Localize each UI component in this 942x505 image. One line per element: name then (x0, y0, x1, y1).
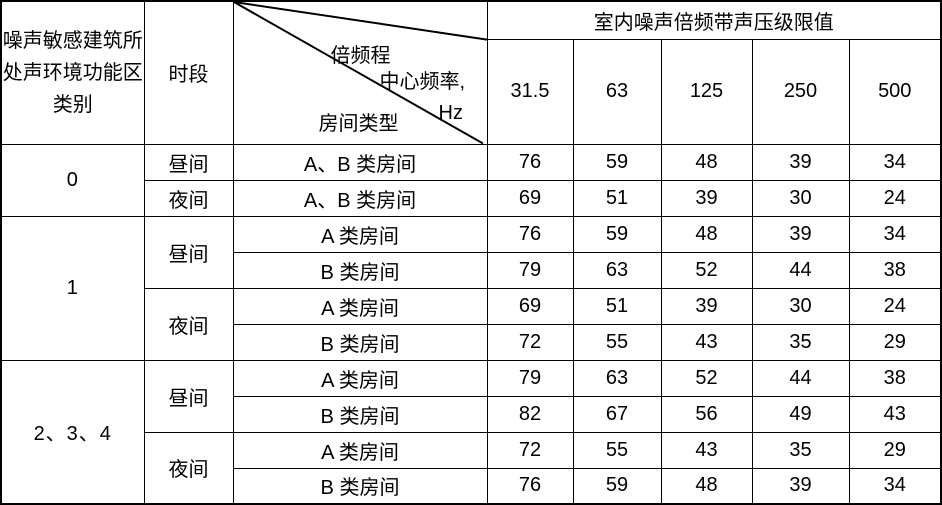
value-cell: 63 (572, 251, 662, 289)
value-cell: 69 (486, 179, 574, 217)
value-cell: 48 (660, 467, 753, 505)
value-cell: 56 (660, 395, 753, 433)
value-cell: 39 (660, 287, 753, 325)
room-cell: A 类房间 (232, 215, 488, 253)
value-cell: 35 (751, 431, 850, 469)
value-cell: 51 (572, 287, 662, 325)
value-cell: 72 (486, 431, 574, 469)
room-cell: A 类房间 (232, 431, 488, 469)
diagonal-axis-label-line2: 中心频率, (379, 71, 466, 93)
header-frequency: 31.5 (486, 38, 574, 145)
header-category: 噪声敏感建筑所处声环境功能区类别 (0, 0, 145, 145)
value-cell: 76 (486, 467, 574, 505)
value-cell: 44 (751, 359, 850, 397)
room-cell: B 类房间 (232, 323, 488, 361)
category-cell: 2、3、4 (0, 359, 145, 505)
header-frequency: 250 (751, 38, 850, 145)
period-cell: 昼间 (143, 143, 234, 181)
value-cell: 79 (486, 251, 574, 289)
category-cell: 1 (0, 215, 145, 361)
value-cell: 48 (660, 143, 753, 181)
value-cell: 34 (848, 215, 942, 253)
value-cell: 59 (572, 467, 662, 505)
diagonal-axis-label-line1: 倍频程 (330, 45, 391, 67)
header-period: 时段 (143, 0, 234, 145)
value-cell: 43 (660, 323, 753, 361)
value-cell: 52 (660, 359, 753, 397)
value-cell: 34 (848, 143, 942, 181)
header-row-2: 31.5 63 125 250 500 (1, 38, 942, 145)
table-row: 夜间 A 类房间 69 51 39 30 24 (1, 287, 942, 361)
header-row-1: 噪声敏感建筑所处声环境功能区类别 时段 倍频程 中心频率, Hz 房间类型 室内… (0, 0, 942, 145)
value-cell: 51 (572, 179, 662, 217)
value-cell: 72 (486, 323, 574, 361)
value-cell: 39 (751, 143, 850, 181)
table-row: 0 昼间 A、B 类房间 76 59 48 39 34 (0, 143, 942, 217)
room-cell: A 类房间 (232, 287, 488, 325)
period-cell: 夜间 (143, 179, 234, 217)
value-cell: 79 (486, 359, 574, 397)
value-cell: 35 (751, 323, 850, 361)
table-row: 2、3、4 昼间 A 类房间 79 63 52 44 38 (0, 359, 942, 505)
diagonal-lines-icon (234, 2, 486, 143)
value-cell: 69 (486, 287, 574, 325)
table-row: B 类房间 79 63 52 44 38 (1, 251, 942, 289)
value-cell: 38 (848, 251, 942, 289)
table-row: B 类房间 82 67 56 49 43 (1, 395, 942, 433)
period-cell: 昼间 (143, 359, 234, 433)
header-band-limits: 室内噪声倍频带声压级限值 (486, 0, 942, 40)
value-cell: 39 (660, 179, 753, 217)
room-cell: A、B 类房间 (232, 179, 488, 217)
period-cell: 夜间 (143, 287, 234, 361)
value-cell: 52 (660, 251, 753, 289)
header-frequency: 500 (848, 38, 942, 145)
room-cell: A、B 类房间 (232, 143, 488, 181)
value-cell: 55 (572, 431, 662, 469)
value-cell: 63 (572, 359, 662, 397)
category-cell: 0 (0, 143, 145, 217)
period-cell: 昼间 (143, 215, 234, 289)
header-frequency: 63 (572, 38, 662, 145)
value-cell: 30 (751, 179, 850, 217)
room-cell: A 类房间 (232, 359, 488, 397)
value-cell: 24 (848, 179, 942, 217)
table-row: 1 昼间 A 类房间 76 59 48 39 34 (0, 215, 942, 361)
value-cell: 39 (751, 215, 850, 253)
room-cell: B 类房间 (232, 251, 488, 289)
value-cell: 59 (572, 143, 662, 181)
value-cell: 30 (751, 287, 850, 325)
value-cell: 43 (660, 431, 753, 469)
value-cell: 39 (751, 467, 850, 505)
value-cell: 38 (848, 359, 942, 397)
value-cell: 44 (751, 251, 850, 289)
value-cell: 29 (848, 323, 942, 361)
period-cell: 夜间 (143, 431, 234, 505)
value-cell: 49 (751, 395, 850, 433)
value-cell: 24 (848, 287, 942, 325)
header-frequency: 125 (660, 38, 753, 145)
value-cell: 82 (486, 395, 574, 433)
diagonal-row-label: 房间类型 (318, 113, 399, 135)
value-cell: 76 (486, 215, 574, 253)
diagonal-axis-label-line3: Hz (438, 102, 463, 124)
room-cell: B 类房间 (232, 395, 488, 433)
value-cell: 48 (660, 215, 753, 253)
value-cell: 76 (486, 143, 574, 181)
value-cell: 29 (848, 431, 942, 469)
value-cell: 55 (572, 323, 662, 361)
value-cell: 67 (572, 395, 662, 433)
header-diagonal-cell: 倍频程 中心频率, Hz 房间类型 (232, 0, 488, 145)
value-cell: 34 (848, 467, 942, 505)
room-cell: B 类房间 (232, 467, 488, 505)
value-cell: 43 (848, 395, 942, 433)
value-cell: 59 (572, 215, 662, 253)
